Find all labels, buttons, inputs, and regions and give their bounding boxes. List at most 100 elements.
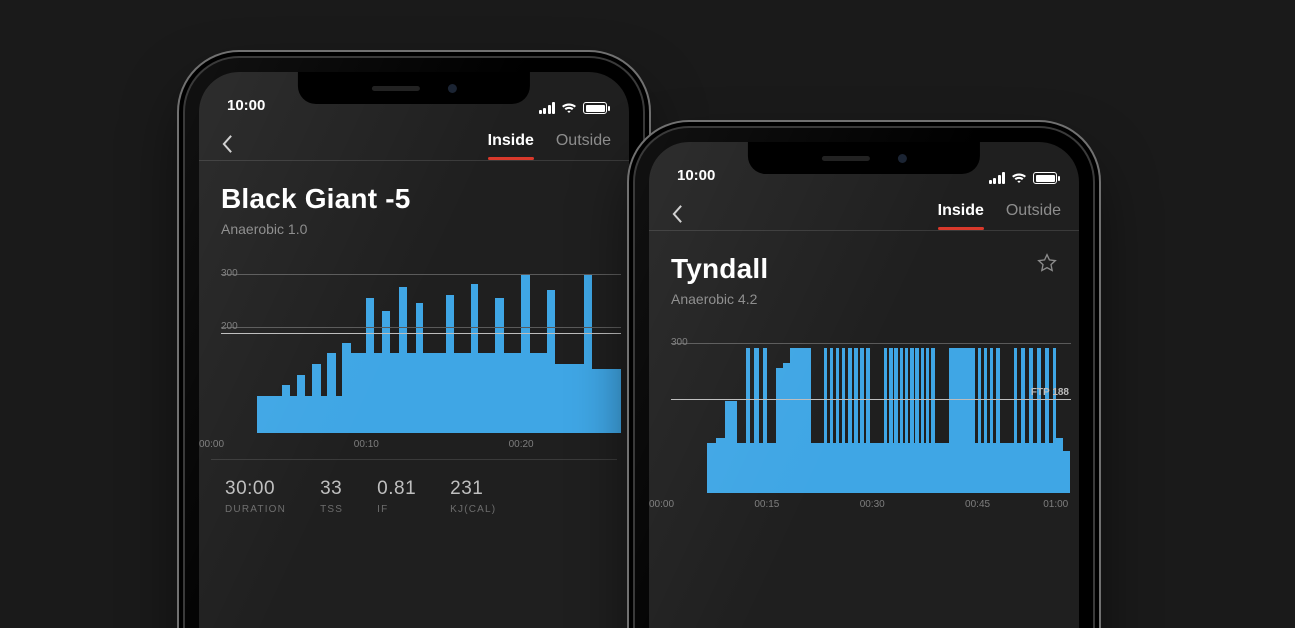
favorite-button[interactable] xyxy=(1037,253,1057,278)
stat-label: TSS xyxy=(320,504,343,515)
chart-bar xyxy=(811,443,823,493)
chart-bar xyxy=(321,396,328,433)
chart-bar xyxy=(935,443,949,493)
battery-icon xyxy=(583,102,607,114)
tab-inside[interactable]: Inside xyxy=(938,202,984,230)
tab-label: Outside xyxy=(556,132,611,149)
chevron-left-icon xyxy=(222,134,233,154)
chart-bar xyxy=(374,353,383,433)
chart-bar xyxy=(707,443,716,493)
chart-xlabel: 00:00 xyxy=(199,439,224,450)
chart-bar xyxy=(555,364,584,433)
stat-kj(cal): 231KJ(CAL) xyxy=(450,478,496,515)
chart-bar xyxy=(366,298,374,433)
workout-title: Tyndall xyxy=(671,253,768,285)
chart-bar xyxy=(716,438,725,493)
chart-bar xyxy=(949,348,975,493)
chart-bar xyxy=(305,396,312,433)
chart-bar xyxy=(804,348,811,493)
chart-bar xyxy=(737,443,746,493)
chart-bar xyxy=(290,396,297,433)
stat-value: 30:00 xyxy=(225,478,286,500)
tab-outside[interactable]: Outside xyxy=(1006,202,1061,230)
chart-bar xyxy=(1000,443,1014,493)
chart-xlabel: 01:00 xyxy=(1043,499,1068,510)
tabs: Inside Outside xyxy=(488,132,611,160)
chart-bar xyxy=(454,353,471,433)
workout-subtitle: Anaerobic 1.0 xyxy=(221,221,411,237)
chart-xlabel: 00:45 xyxy=(965,499,990,510)
screen: 10:00 Inside Outside Black xyxy=(199,72,629,628)
chart-bar xyxy=(336,396,343,433)
chart-bar xyxy=(416,303,424,433)
chart-bar xyxy=(530,353,547,433)
chart-bar xyxy=(547,290,556,433)
stage: 10:00 Inside Outside Black xyxy=(0,0,1295,628)
chart-xlabel: 00:30 xyxy=(860,499,885,510)
chart-bar xyxy=(471,284,479,433)
chart-bar xyxy=(592,369,621,433)
stat-label: IF xyxy=(377,504,416,515)
chart-gridline xyxy=(221,274,621,275)
chart-bar xyxy=(351,353,366,433)
chart-bar xyxy=(446,295,454,433)
chart-ylabel: 200 xyxy=(221,321,238,332)
chart-xlabel: 00:10 xyxy=(354,439,379,450)
ftp-label: FTP 188 xyxy=(1031,387,1069,398)
chart-gridline xyxy=(221,327,621,328)
stat-if: 0.81 IF xyxy=(377,478,416,515)
notch xyxy=(748,142,980,174)
chart-bar xyxy=(297,375,306,433)
nav-row: Inside Outside xyxy=(199,118,629,160)
tab-outside[interactable]: Outside xyxy=(556,132,611,160)
back-button[interactable] xyxy=(663,204,691,229)
chart-bar xyxy=(342,343,351,433)
chart-bar xyxy=(399,287,407,433)
wifi-icon xyxy=(561,102,577,114)
status-icons xyxy=(539,102,608,114)
status-time: 10:00 xyxy=(677,167,715,184)
stat-value: 33 xyxy=(320,478,343,500)
star-icon xyxy=(1037,253,1057,273)
chart-bar xyxy=(1063,451,1070,494)
screen: 10:00 Inside Outside Tynda xyxy=(649,142,1079,628)
chart-bar xyxy=(257,396,282,433)
chart-xlabel: 00:00 xyxy=(649,499,674,510)
notch xyxy=(298,72,530,104)
chart-bar xyxy=(1056,438,1063,493)
wifi-icon xyxy=(1011,172,1027,184)
stat-duration: 30:00DURATION xyxy=(225,478,286,515)
workout-title: Black Giant -5 xyxy=(221,183,411,215)
chart-bars xyxy=(257,263,621,433)
chart-xaxis: 00:0000:1500:3000:4501:00 xyxy=(649,493,1079,507)
chart-bar xyxy=(504,353,521,433)
chart-bar xyxy=(776,368,783,493)
phone-mockup-right: 10:00 Inside Outside Tynda xyxy=(635,128,1093,628)
chart-bar xyxy=(870,443,884,493)
stat-label: KJ(CAL) xyxy=(450,504,496,515)
chart-bar xyxy=(767,443,776,493)
chart-bar xyxy=(407,353,416,433)
tab-label: Inside xyxy=(488,132,534,149)
ftp-line xyxy=(221,333,621,334)
ftp-line xyxy=(671,399,1071,400)
chart-xaxis: 00:0000:1000:20 xyxy=(199,433,629,447)
stat-value: 0.81 xyxy=(377,478,416,500)
status-icons xyxy=(989,172,1058,184)
chart-bar xyxy=(312,364,321,433)
title-block: Black Giant -5 Anaerobic 1.0 xyxy=(199,161,629,243)
tabs: Inside Outside xyxy=(938,202,1061,230)
chart-bar xyxy=(584,274,593,433)
chart-ylabel: 300 xyxy=(221,268,238,279)
chevron-left-icon xyxy=(672,204,683,224)
tab-inside[interactable]: Inside xyxy=(488,132,534,160)
chart-bar xyxy=(790,348,797,493)
chart-bar xyxy=(521,274,530,433)
battery-icon xyxy=(1033,172,1057,184)
chart-bar xyxy=(282,385,291,433)
back-button[interactable] xyxy=(213,134,241,159)
chart-bars xyxy=(707,333,1071,493)
cellular-icon xyxy=(539,102,556,114)
chart-gridline xyxy=(671,343,1071,344)
chart-bar xyxy=(390,353,400,433)
